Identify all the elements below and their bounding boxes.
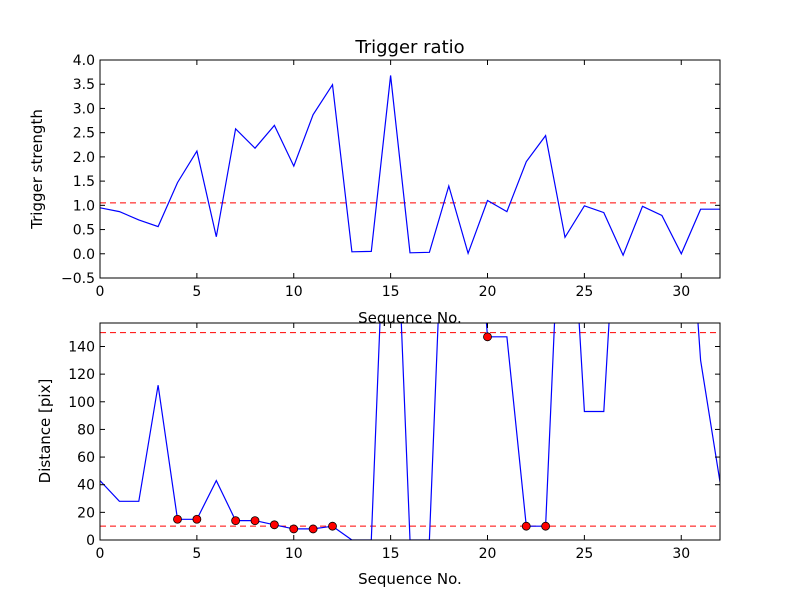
plot-frame	[99, 59, 721, 279]
data-point-marker	[269, 520, 279, 530]
y-axis-ticks: 0 20 40 60 80 100 120 140	[68, 339, 720, 549]
x-tick-label: 25	[575, 284, 593, 300]
marker-group	[173, 332, 551, 534]
y-tick-label: 140	[68, 339, 95, 355]
series-line	[100, 323, 720, 540]
y-tick-label: 3.5	[73, 77, 95, 93]
series-group	[100, 323, 720, 540]
x-tick-label: 10	[285, 284, 303, 300]
y-tick-label: 40	[77, 478, 95, 494]
y-tick-label: 60	[77, 450, 95, 466]
x-axis-label: Sequence No.	[358, 570, 462, 588]
y-tick-label: 2.5	[73, 126, 95, 142]
x-tick-label: 30	[672, 284, 690, 300]
series-group	[100, 75, 720, 257]
x-tick-label: 5	[192, 546, 201, 562]
x-tick-label: 25	[575, 546, 593, 562]
data-point-marker	[250, 516, 260, 526]
data-point-marker	[192, 514, 202, 524]
x-tick-label: 30	[672, 546, 690, 562]
x-tick-label: 10	[285, 546, 303, 562]
y-tick-label: 3.0	[73, 101, 95, 117]
distance-chart: 0 5 10 15 20 25 30 0 20 40 60 80 100 120 140 Sequence…	[36, 322, 721, 588]
x-tick-label: 5	[192, 284, 201, 300]
data-point-marker	[328, 521, 337, 531]
y-tick-label: 0.5	[73, 223, 95, 239]
y-tick-label: 80	[77, 422, 95, 438]
y-tick-label: −0.5	[61, 271, 95, 287]
y-tick-label: 4.0	[73, 53, 95, 69]
x-tick-label: 20	[479, 284, 497, 300]
y-tick-label: 120	[68, 367, 95, 383]
data-point-marker	[308, 524, 318, 534]
x-axis-ticks: 0 5 10 15 20 25 30	[96, 323, 690, 562]
x-tick-label: 0	[96, 546, 105, 562]
y-tick-label: 100	[68, 395, 95, 411]
y-tick-label: 1.5	[73, 174, 95, 190]
trigger-ratio-chart: Trigger ratio 0 5 10 15 20 25 30 −0.5 0.0 0.5 1.0…	[28, 37, 721, 327]
x-axis-label: Sequence No.	[358, 309, 462, 327]
data-point-marker	[289, 524, 299, 534]
y-tick-label: 2.0	[73, 150, 95, 166]
y-tick-label: 20	[77, 505, 95, 521]
x-tick-label: 15	[382, 284, 400, 300]
data-point-marker	[173, 514, 182, 524]
y-axis-label: Trigger strength	[28, 109, 46, 230]
plot-frame	[99, 322, 721, 541]
x-axis-ticks: 0 5 10 15 20 25 30	[96, 60, 690, 300]
series-line	[100, 75, 720, 257]
x-tick-label: 0	[96, 284, 105, 300]
data-point-marker	[483, 332, 492, 342]
y-tick-label: 0.0	[73, 247, 95, 263]
y-axis-label: Distance [pix]	[36, 379, 54, 484]
y-tick-label: 1.0	[73, 198, 95, 214]
data-point-marker	[231, 516, 241, 526]
data-point-marker	[521, 521, 531, 531]
data-point-marker	[541, 521, 551, 531]
x-tick-label: 15	[382, 546, 400, 562]
y-axis-ticks: −0.5 0.0 0.5 1.0 1.5 2.0 2.5 3.0 3.5 4.0	[61, 53, 720, 287]
y-tick-label: 0	[86, 533, 95, 549]
x-tick-label: 20	[479, 546, 497, 562]
chart-title: Trigger ratio	[354, 37, 464, 58]
